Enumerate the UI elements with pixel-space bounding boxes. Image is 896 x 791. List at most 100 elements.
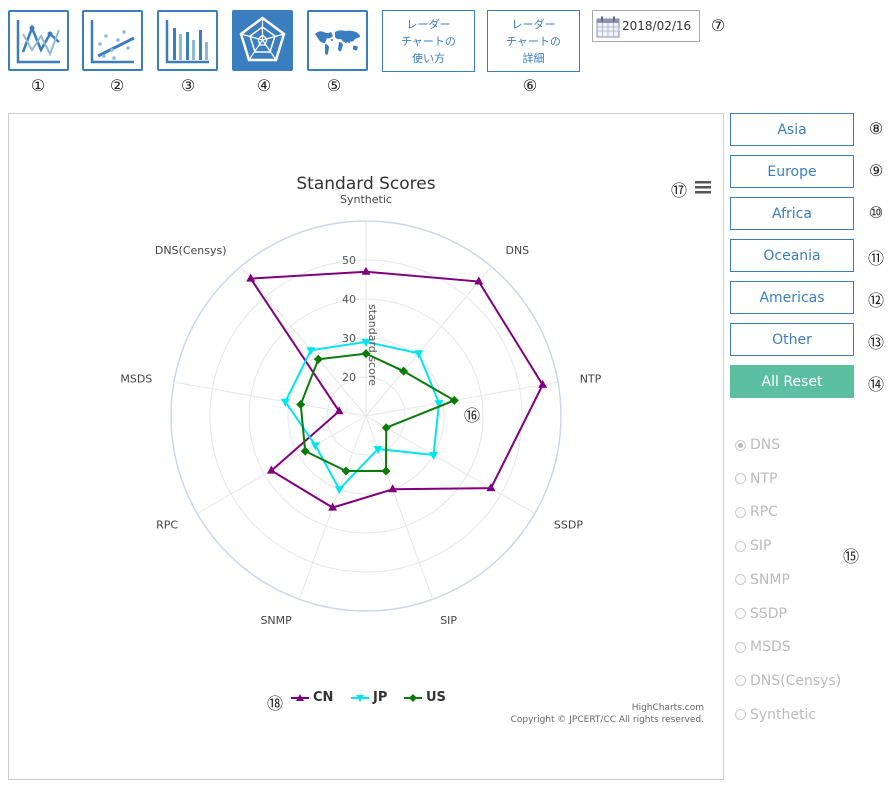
data-point-jp[interactable] bbox=[310, 442, 320, 451]
all-reset-button[interactable]: All Reset bbox=[730, 365, 854, 398]
series-line-us[interactable] bbox=[299, 352, 457, 472]
data-point-cn[interactable] bbox=[474, 276, 484, 285]
region-asia-button[interactable]: Asia bbox=[730, 113, 854, 146]
radar-chart-button[interactable] bbox=[232, 10, 293, 71]
radio-circle[interactable] bbox=[735, 574, 746, 586]
metric-label: SSDP bbox=[750, 605, 787, 622]
number-label: ⑪ bbox=[867, 249, 884, 268]
metric-label: SNMP bbox=[750, 571, 790, 588]
data-point-us[interactable] bbox=[296, 399, 306, 409]
series-line-jp[interactable] bbox=[284, 340, 440, 491]
region-oceania-button[interactable]: Oceania bbox=[730, 239, 854, 272]
scatter-chart-button[interactable] bbox=[82, 10, 143, 71]
data-point-cn[interactable] bbox=[388, 484, 398, 493]
data-point-cn[interactable] bbox=[486, 483, 496, 492]
region-label: Americas bbox=[759, 289, 825, 306]
legend-marker-cn bbox=[291, 693, 309, 701]
radio-circle[interactable] bbox=[735, 506, 746, 518]
metric-radio-synthetic[interactable]: Synthetic bbox=[735, 705, 816, 725]
region-label: Europe bbox=[767, 163, 817, 180]
data-point-us[interactable] bbox=[313, 354, 323, 364]
radio-circle[interactable] bbox=[735, 675, 746, 687]
region-label: Asia bbox=[777, 121, 807, 138]
number-label: ⑱ bbox=[266, 694, 283, 713]
radio-circle[interactable] bbox=[735, 439, 746, 451]
radial-tick-label: 50 bbox=[342, 254, 356, 267]
data-point-us[interactable] bbox=[449, 395, 459, 405]
radial-tick-label: 20 bbox=[342, 371, 356, 384]
legend-item-jp[interactable]: JP bbox=[351, 690, 387, 705]
legend-item-cn[interactable]: CN bbox=[291, 690, 333, 705]
grid-spoke bbox=[173, 381, 367, 417]
data-point-jp[interactable] bbox=[373, 445, 383, 454]
metric-radio-ntp[interactable]: NTP bbox=[735, 469, 777, 489]
number-label: ⑥ bbox=[522, 76, 538, 95]
radar-chart-icon bbox=[239, 16, 286, 62]
number-label: ③ bbox=[180, 76, 196, 95]
radar-details-button[interactable]: レーダー チャートの 詳細 bbox=[487, 10, 580, 72]
world-map-button[interactable] bbox=[307, 10, 368, 71]
chart-menu-button[interactable] bbox=[693, 178, 713, 196]
metric-label: DNS(Censys) bbox=[750, 672, 842, 689]
data-point-jp[interactable] bbox=[306, 347, 316, 356]
data-point-jp[interactable] bbox=[334, 486, 344, 495]
radio-circle[interactable] bbox=[735, 641, 746, 653]
data-point-us[interactable] bbox=[399, 366, 409, 376]
data-point-cn[interactable] bbox=[246, 273, 256, 282]
bar-chart-button[interactable] bbox=[157, 10, 218, 71]
date-picker[interactable]: 2018/02/16 bbox=[592, 10, 700, 42]
data-point-us[interactable] bbox=[300, 446, 310, 456]
legend-marker-us bbox=[404, 693, 422, 702]
data-point-cn[interactable] bbox=[538, 379, 548, 388]
metric-radio-ssdp[interactable]: SSDP bbox=[735, 604, 787, 624]
radio-circle[interactable] bbox=[735, 540, 746, 552]
radar-usage-button[interactable]: レーダー チャートの 使い方 bbox=[382, 10, 475, 72]
legend-item-us[interactable]: US bbox=[404, 690, 446, 705]
data-point-us[interactable] bbox=[361, 349, 371, 359]
data-point-us[interactable] bbox=[381, 423, 391, 433]
metric-radio-rpc[interactable]: RPC bbox=[735, 502, 778, 522]
data-point-cn[interactable] bbox=[328, 502, 338, 511]
category-label: RPC bbox=[156, 519, 178, 532]
region-other-button[interactable]: Other bbox=[730, 323, 854, 356]
data-point-cn[interactable] bbox=[266, 465, 276, 474]
region-europe-button[interactable]: Europe bbox=[730, 155, 854, 188]
data-point-jp[interactable] bbox=[429, 452, 439, 460]
data-point-cn[interactable] bbox=[361, 266, 371, 275]
data-point-jp[interactable] bbox=[280, 398, 290, 407]
number-label: ⑫ bbox=[867, 291, 884, 310]
metric-radio-snmp[interactable]: SNMP bbox=[735, 570, 790, 590]
radio-circle[interactable] bbox=[735, 709, 746, 721]
metric-radio-msds[interactable]: MSDS bbox=[735, 637, 791, 657]
copyright-line: Copyright © JPCERT/CC All rights reserve… bbox=[510, 715, 704, 725]
category-label: DNS bbox=[505, 244, 529, 257]
metric-radio-dns[interactable]: DNS bbox=[735, 435, 780, 455]
series-line-cn[interactable] bbox=[248, 270, 544, 509]
line-chart-button[interactable] bbox=[8, 10, 69, 71]
region-label: Other bbox=[772, 331, 812, 348]
metric-radio-dns-censys[interactable]: DNS(Censys) bbox=[735, 671, 841, 691]
chart-title: Standard Scores bbox=[296, 174, 435, 194]
category-label: SNMP bbox=[260, 614, 292, 627]
region-label: Africa bbox=[772, 205, 812, 222]
region-africa-button[interactable]: Africa bbox=[730, 197, 854, 230]
data-point-us[interactable] bbox=[341, 466, 351, 476]
radio-circle[interactable] bbox=[735, 473, 746, 485]
data-point-jp[interactable] bbox=[361, 338, 371, 347]
data-point-jp[interactable] bbox=[414, 350, 424, 359]
data-point-jp[interactable] bbox=[434, 400, 444, 409]
number-label: ⑩ bbox=[868, 203, 884, 222]
metric-label: NTP bbox=[750, 470, 778, 487]
number-label: ② bbox=[109, 76, 125, 95]
data-point-cn[interactable] bbox=[334, 406, 344, 415]
credit-line: HighCharts.com bbox=[631, 703, 704, 713]
number-label: ⑤ bbox=[326, 76, 342, 95]
radio-circle[interactable] bbox=[735, 608, 746, 619]
number-label: ⑦ bbox=[710, 16, 726, 35]
category-label: SSDP bbox=[554, 519, 583, 532]
data-point-us[interactable] bbox=[381, 466, 391, 476]
metric-radio-sip[interactable]: SIP bbox=[735, 536, 771, 556]
region-americas-button[interactable]: Americas bbox=[730, 281, 854, 314]
region-label: Oceania bbox=[763, 247, 821, 264]
